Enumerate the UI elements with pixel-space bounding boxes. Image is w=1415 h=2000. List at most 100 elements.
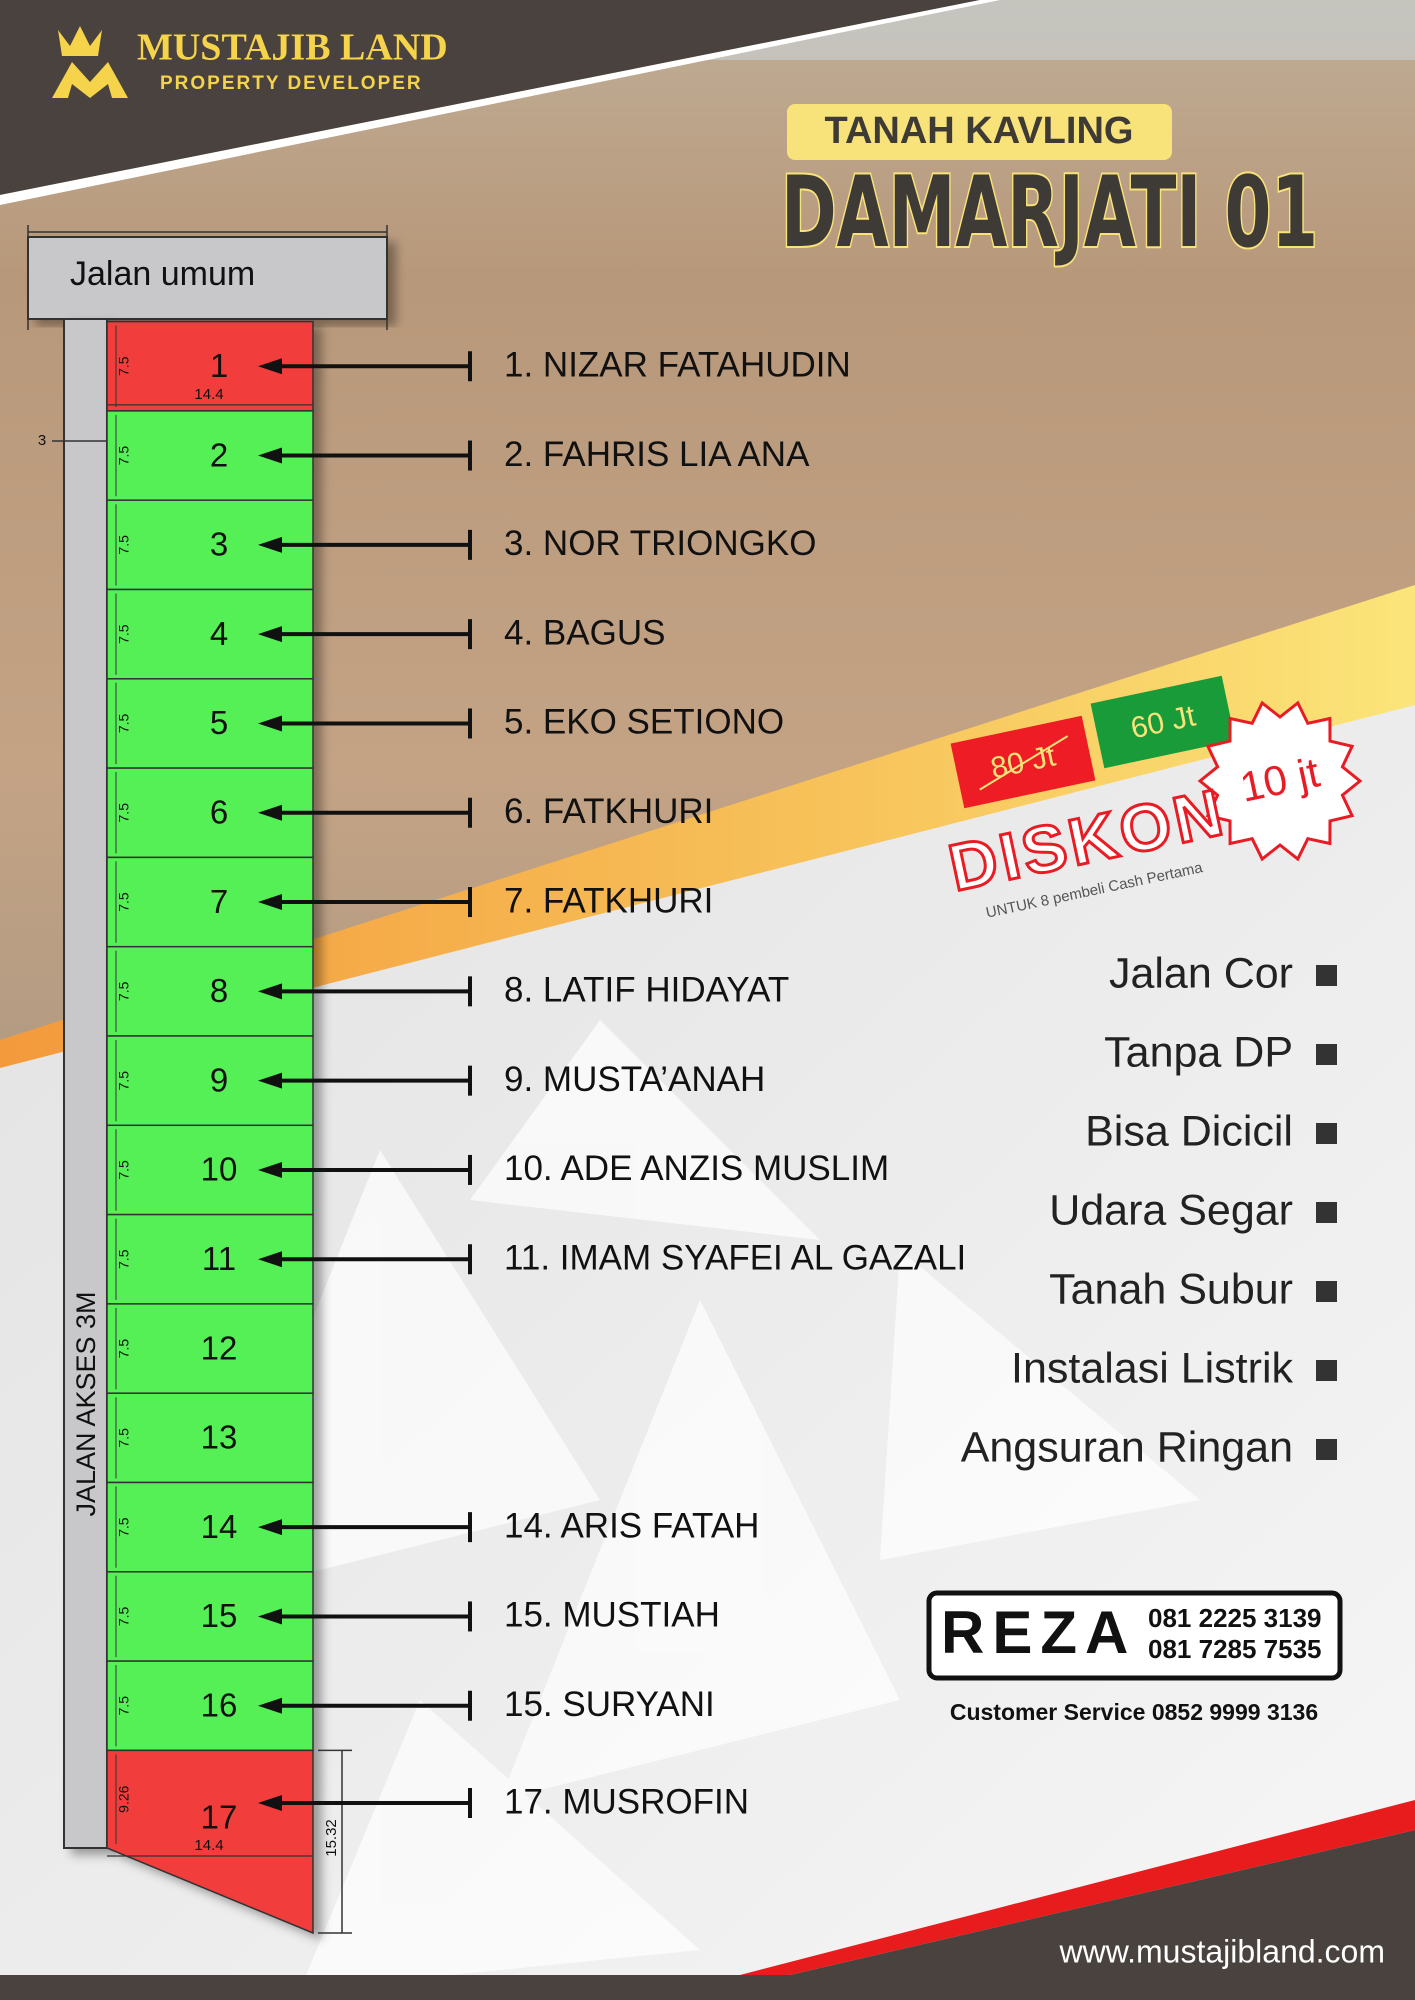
contact-phone: 081 7285 7535 (1148, 1634, 1322, 1664)
logo (52, 26, 128, 98)
tagline: PROPERTY DEVELOPER (160, 73, 423, 94)
pointer-head (258, 804, 282, 821)
feature: Bisa Dicicil (1085, 1107, 1293, 1155)
normal-price: 80 Jt (950, 715, 1096, 809)
lot-number: 3 (210, 526, 228, 563)
feature: Tanpa DP (1104, 1028, 1293, 1076)
buyer-name: 5. EKO SETIONO (504, 703, 784, 742)
lot-number: 1 (210, 347, 228, 384)
buyer-name: 14. ARIS FATAH (504, 1506, 759, 1545)
pointer-head (258, 447, 282, 464)
contact-box (926, 1590, 1343, 1681)
lot-number: 17 (201, 1799, 238, 1836)
lot-depth: 7.5 (116, 356, 132, 376)
lot (106, 1303, 314, 1394)
lot (106, 1749, 314, 1935)
feature: Angsuran Ringan (961, 1423, 1293, 1471)
lot-number: 14 (201, 1508, 238, 1545)
lot-depth: 7.5 (116, 981, 132, 1001)
lot-depth: 7.5 (116, 1428, 132, 1448)
buyer-name: 6. FATKHURI (504, 792, 713, 831)
lot-number: 4 (210, 615, 228, 652)
site-map: Jalan umum JALAN AKSES 3M 3 (27, 225, 388, 1849)
lot-labels: 1 7.5 14.4 1. NIZAR FATAHUDIN 2 7.5 2. FAHRIS … (107, 325, 966, 1934)
public-road (27, 236, 388, 320)
feature-bullet (1316, 965, 1337, 986)
lot-width: 14.4 (194, 386, 223, 403)
lot-depth: 7.5 (116, 446, 132, 466)
buyer-name: 1. NIZAR FATAHUDIN (504, 346, 851, 385)
lot-number: 6 (210, 793, 228, 830)
pointer-head (258, 1251, 282, 1268)
discounted-price: 60 Jt (1090, 675, 1236, 769)
feature: Instalasi Listrik (1011, 1344, 1293, 1392)
feature-bullet (1316, 1123, 1337, 1144)
pointer-head (258, 715, 282, 732)
project-name: DAMARJATI 01 (781, 156, 1318, 270)
header-stripe (0, 0, 1000, 205)
lot-depth: 7.5 (116, 624, 132, 644)
buyer-name: 3. NOR TRIONGKO (504, 524, 816, 563)
kicker-box (787, 104, 1172, 160)
pointer-head (258, 1697, 282, 1714)
lot-depth: 7.5 (116, 1249, 132, 1269)
buyer-name: 11. IMAM SYAFEI AL GAZALI (504, 1239, 966, 1278)
kicker: TANAH KAVLING (825, 110, 1134, 152)
buyer-name: 15. SURYANI (504, 1685, 715, 1724)
feature-bullet (1316, 1281, 1337, 1302)
lot-depth: 7.5 (116, 535, 132, 555)
lot-depth: 9.26 (116, 1785, 132, 1812)
road-width: 3 (38, 432, 46, 449)
lot-depth: 7.5 (116, 892, 132, 912)
lot-depth: 7.5 (116, 1607, 132, 1627)
buyer-name: 9. MUSTA’ANAH (504, 1060, 765, 1099)
brand: MUSTAJIB LAND (137, 27, 448, 69)
pointer-head (258, 983, 282, 1000)
feature: Udara Segar (1049, 1186, 1293, 1234)
access-road (63, 318, 108, 1849)
feature-bullet (1316, 1202, 1337, 1223)
pointer-head (258, 1519, 282, 1536)
contact-phone: 081 2225 3139 (1148, 1603, 1322, 1633)
lot-depth: 7.5 (116, 1071, 132, 1091)
lot-number: 8 (210, 972, 228, 1009)
discount-burst (1197, 700, 1363, 862)
feature-bullet (1316, 1044, 1337, 1065)
buyer-name: 8. LATIF HIDAYAT (504, 971, 789, 1010)
lot-number: 12 (201, 1329, 238, 1366)
strike (979, 735, 1069, 791)
lot-number: 15 (201, 1597, 238, 1634)
feature-bullet (1316, 1360, 1337, 1381)
pointer-head (258, 1608, 282, 1625)
pointer-head (258, 536, 282, 553)
buyer-name: 10. ADE ANZIS MUSLIM (504, 1149, 889, 1188)
lot-depth: 7.5 (116, 1696, 132, 1716)
diagonal-band (0, 585, 1415, 1068)
footer-bar (0, 1975, 1415, 2000)
pointer-head (258, 1161, 282, 1178)
triangle-pattern (200, 1020, 1200, 1990)
lot-number: 10 (201, 1151, 238, 1188)
buyer-name: 2. FAHRIS LIA ANA (504, 435, 810, 474)
footer-shape (790, 1830, 1415, 2000)
lot-side: 15.32 (323, 1819, 340, 1857)
lot-depth: 7.5 (116, 1517, 132, 1537)
buyer-name: 15. MUSTIAH (504, 1596, 720, 1635)
public-road-label: Jalan umum (70, 255, 255, 293)
lot-number: 7 (210, 883, 228, 920)
lots (106, 320, 314, 1935)
price-box (1090, 675, 1236, 769)
website: www.mustajibland.com (1059, 1933, 1385, 1969)
lot-number: 16 (201, 1686, 238, 1723)
pointer-head (258, 1795, 282, 1811)
lot-depth: 7.5 (116, 1160, 132, 1180)
lot (106, 1392, 314, 1484)
feature-bullet (1316, 1439, 1337, 1460)
lot-number: 11 (202, 1240, 236, 1277)
pointer-head (258, 626, 282, 643)
lot-number: 13 (201, 1419, 238, 1456)
buyer-name: 7. FATKHURI (504, 881, 713, 920)
feature: Tanah Subur (1049, 1265, 1293, 1313)
access-road-label: JALAN AKSES 3M (71, 1291, 101, 1516)
